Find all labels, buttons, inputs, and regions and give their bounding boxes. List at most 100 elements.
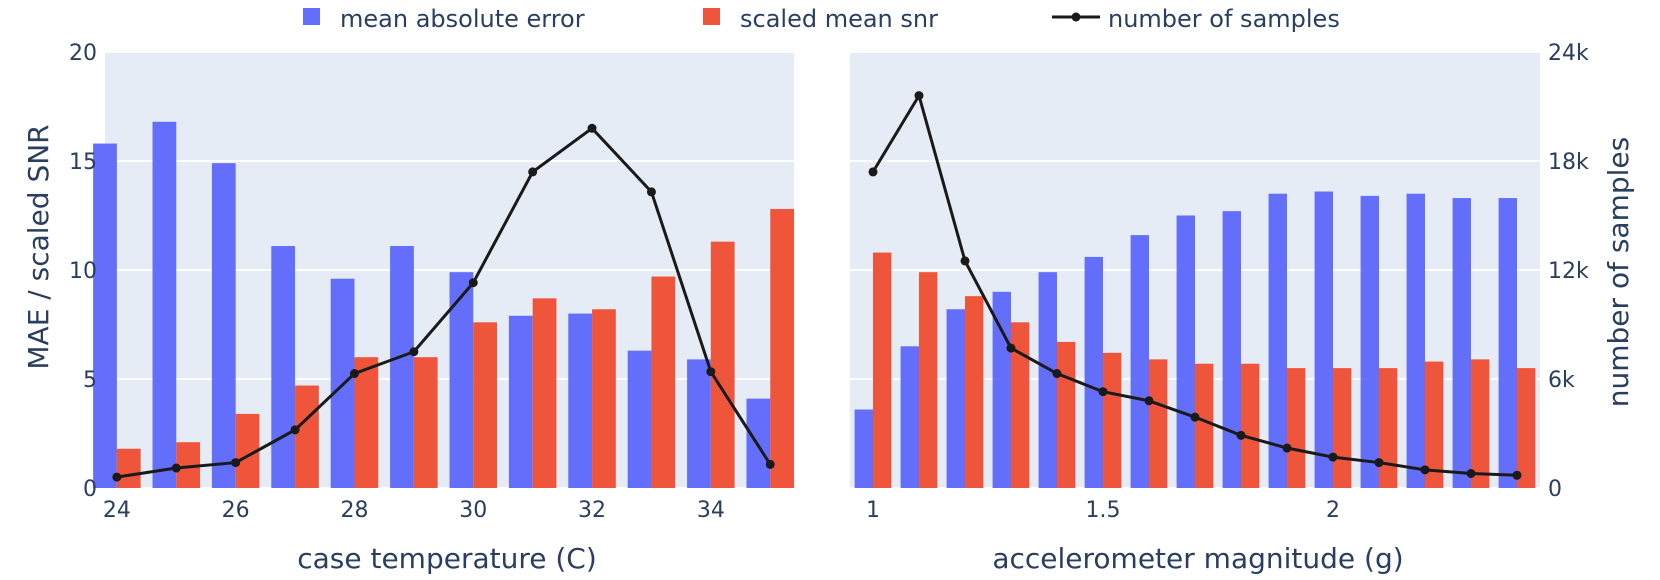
legend-swatch-snr [703,8,720,25]
left-bar-mae [152,121,177,488]
right-bar-mae [1452,198,1471,488]
left-point-samples [171,463,181,473]
left-point-samples [409,347,419,357]
right-bar-snr [1333,368,1352,488]
right-y-tick-label: 6k [1548,368,1575,393]
right-bar-snr [1287,368,1306,488]
left-y-axis-title: MAE / scaled SNR [22,124,55,369]
right-x-tick-label: 2 [1326,498,1340,523]
legend: mean absolute error scaled mean snr numb… [303,5,1340,33]
right-bar-snr [1241,363,1260,488]
right-point-samples [1190,412,1200,422]
left-bar-mae [568,313,593,488]
legend-item-samples: number of samples [1052,5,1340,33]
right-bar-mae [1314,191,1333,488]
left-x-tick-label: 26 [222,498,250,523]
legend-item-snr: scaled mean snr [703,5,938,33]
legend-marker-samples [1071,12,1081,22]
right-point-samples [1374,458,1384,468]
right-bar-mae [946,309,965,488]
right-bar-mae [1130,235,1149,488]
right-point-samples [1466,468,1476,478]
left-bar-snr [176,442,201,488]
right-bar-mae [900,346,919,488]
left-bar-snr [710,241,735,488]
right-panel: 1 1.5 2 [850,51,1540,523]
legend-label-samples: number of samples [1108,5,1340,33]
right-bar-mae [1498,198,1517,488]
left-x-tick-label: 28 [340,498,368,523]
left-y-tick-label: 5 [83,368,97,393]
right-bar-mae [1176,215,1195,488]
left-x-axis-title: case temperature (C) [297,542,597,575]
right-bar-snr [1425,361,1444,488]
left-line-samples [116,126,772,479]
left-bar-mae [627,350,652,488]
left-point-samples [587,123,597,133]
left-point-samples [646,187,656,197]
right-y-axis: 0 6k 12k 18k 24k [1548,41,1589,502]
right-point-samples [1144,396,1154,406]
left-x-tick-label: 30 [459,498,487,523]
right-bar-snr [1149,359,1168,488]
right-bar-mae [1038,272,1057,488]
legend-label-snr: scaled mean snr [740,5,938,33]
left-x-tick-label: 34 [697,498,725,523]
left-point-samples [290,425,300,435]
left-point-samples [349,369,359,379]
left-y-axis: 0 5 10 15 20 [69,41,97,502]
right-bar-mae [1360,195,1379,488]
legend-label-mae: mean absolute error [340,5,585,33]
right-point-samples [1052,369,1062,379]
right-bar-snr [919,272,938,488]
left-y-tick-label: 10 [69,259,97,284]
left-bar-snr [295,385,319,488]
left-bar-snr [354,357,379,488]
right-y-tick-label: 24k [1548,41,1589,66]
right-y-tick-label: 18k [1548,150,1589,175]
left-y-tick-label: 0 [83,477,97,502]
left-point-samples [765,459,775,469]
right-point-samples [868,167,878,177]
left-bar-mae [449,272,474,488]
right-bar-snr [1195,363,1214,488]
right-bar-mae [1084,256,1103,488]
legend-item-mae: mean absolute error [303,5,585,33]
left-bar-snr [473,322,498,488]
right-point-samples [960,256,970,266]
right-point-samples [1282,443,1292,453]
right-y-tick-label: 12k [1548,259,1589,284]
right-point-samples [1236,430,1246,440]
left-bar-mae [687,359,711,488]
left-point-samples [231,458,241,468]
left-bar-snr [592,309,616,488]
left-bar-snr [770,208,794,488]
right-point-samples [1328,452,1338,462]
right-x-tick-label: 1.5 [1086,498,1121,523]
right-bar-snr [1103,352,1122,488]
left-bar-snr [235,413,260,488]
right-point-samples [1420,465,1430,475]
right-point-samples [914,91,924,101]
left-point-samples [528,167,538,177]
right-bar-snr [1471,359,1490,488]
legend-swatch-mae [303,8,320,25]
right-bar-snr [1517,368,1536,488]
right-x-tick-label: 1 [866,498,880,523]
left-panel: 24 26 28 30 32 34 [93,51,794,523]
right-bar-mae [1222,211,1241,488]
left-y-tick-label: 20 [69,41,97,66]
left-point-samples [468,278,478,288]
right-bar-mae [1406,193,1425,488]
left-point-samples [112,472,122,482]
left-bar-mae [93,143,117,488]
right-bar-snr [873,252,892,488]
right-y-tick-label: 0 [1548,477,1562,502]
right-x-axis-title: accelerometer magnitude (g) [992,542,1403,575]
left-bar-mae [271,246,296,488]
left-bar-snr [116,448,141,488]
right-bar-mae [854,409,873,488]
right-bar-mae [1268,193,1287,488]
right-point-samples [1098,387,1108,397]
right-bar-snr [1379,368,1398,488]
